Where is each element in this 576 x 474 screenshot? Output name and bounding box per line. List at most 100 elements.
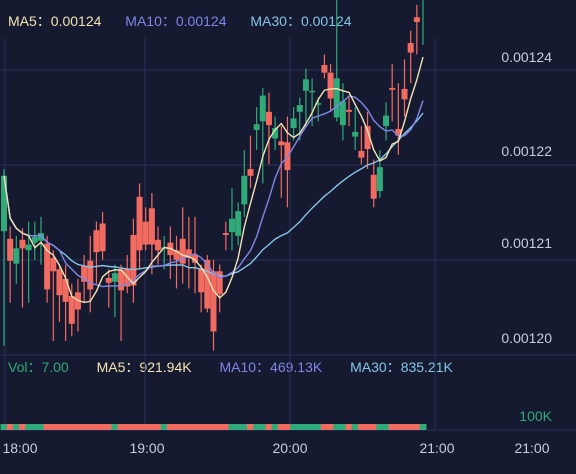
volume-bar — [216, 424, 224, 430]
volume-bar — [394, 424, 402, 430]
y-tick-label: 0.00122 — [501, 143, 552, 159]
vol-ma10-value: 469.13K — [270, 359, 323, 375]
candle-body — [395, 128, 402, 136]
volume-bar — [166, 424, 174, 430]
volume-bar — [31, 424, 39, 430]
volume-bar — [123, 424, 131, 430]
candle-body — [1, 175, 7, 232]
vol-ma30-value: 835.21K — [400, 359, 453, 375]
candle-body — [99, 223, 106, 252]
candle-body — [173, 250, 180, 260]
candle-body — [352, 131, 359, 137]
volume-bar — [12, 424, 20, 430]
candle-body — [210, 271, 217, 332]
candle-body — [81, 265, 88, 282]
volume-bar — [105, 424, 113, 430]
candle-body — [241, 175, 248, 205]
volume-bar — [333, 424, 341, 430]
candle-body — [124, 269, 131, 287]
y-tick-label: 0.00121 — [501, 235, 552, 251]
volume-bar — [253, 424, 261, 430]
candle-body — [407, 43, 414, 53]
candle-body — [105, 277, 112, 283]
candle-body — [222, 233, 229, 235]
candle-body — [87, 260, 94, 290]
candle-body — [333, 78, 340, 118]
volume-bar — [179, 424, 187, 430]
ma5-legend: MA5：0.00124 — [8, 13, 105, 29]
volume-bar — [185, 424, 193, 430]
volume-bar — [376, 424, 384, 430]
y-tick-label: 0.00120 — [501, 330, 552, 346]
volume-bar — [55, 424, 63, 430]
vol-ma5-legend: MA5：921.94K — [97, 359, 196, 375]
candle-body — [136, 196, 143, 251]
candle-body — [346, 109, 353, 112]
volume-bar — [37, 424, 45, 430]
x-tick-label: 19:00 — [129, 440, 164, 456]
volume-bar — [407, 424, 415, 430]
volume-bar — [364, 424, 372, 430]
vol-label: Vol： — [8, 359, 42, 375]
vol-value: 7.00 — [41, 359, 69, 375]
vol-ma5-value: 921.94K — [139, 359, 192, 375]
volume-bar — [382, 424, 390, 430]
candle-body — [13, 248, 20, 264]
volume-bar — [265, 424, 273, 430]
volume-bar — [345, 424, 353, 430]
candle-body — [290, 118, 297, 129]
candle-body — [315, 103, 322, 105]
volume-legend: Vol：7.00 MA5：921.94K MA10：469.13K MA30：8… — [8, 357, 463, 377]
ma10-legend: MA10：0.00124 — [125, 13, 230, 29]
volume-bar — [302, 424, 310, 430]
volume-bar — [129, 424, 137, 430]
candle-body — [179, 238, 186, 264]
volume-bar — [173, 424, 181, 430]
volume-bar — [154, 424, 162, 430]
volume-bar — [62, 424, 70, 430]
volume-bar — [308, 424, 316, 430]
volume-bar — [191, 424, 199, 430]
volume-bar — [6, 424, 14, 430]
candle-body — [389, 87, 396, 90]
candle-body — [228, 218, 235, 233]
candle-body — [235, 211, 242, 236]
volume-bar — [203, 424, 211, 430]
volume-bar — [197, 424, 205, 430]
volume-bar — [142, 424, 150, 430]
volume-bar — [370, 424, 378, 430]
candle-body — [339, 101, 346, 126]
candle-body — [93, 230, 100, 253]
volume-bar — [401, 424, 409, 430]
volume-bar — [43, 424, 51, 430]
x-tick-label: 20:00 — [272, 440, 307, 456]
volume-bar — [234, 424, 242, 430]
volume-bar — [419, 424, 427, 430]
ma10-line — [3, 95, 424, 288]
ma30-line — [3, 112, 424, 277]
volume-bar — [413, 424, 421, 430]
candle-body — [278, 141, 285, 146]
candle-body — [327, 72, 334, 99]
volume-bar — [74, 424, 82, 430]
volume-bar — [283, 424, 291, 430]
candle-body — [358, 150, 365, 158]
candle-body — [296, 105, 303, 112]
vol-ma10-label: MA10： — [219, 359, 271, 375]
candle-body — [130, 234, 137, 286]
volume-bar — [92, 424, 100, 430]
candle-body — [56, 269, 63, 296]
candle-body — [192, 255, 199, 263]
vol-ma30-label: MA30： — [350, 359, 401, 375]
candle-body — [50, 257, 57, 272]
candle-body — [155, 239, 162, 251]
candle-body — [204, 259, 211, 309]
volume-bar — [228, 424, 236, 430]
volume-bar — [49, 424, 57, 430]
volume-bar — [246, 424, 254, 430]
vol-legend: Vol：7.00 — [8, 359, 73, 375]
volume-bar — [351, 424, 359, 430]
volume-bar — [160, 424, 168, 430]
volume-bar — [339, 424, 347, 430]
